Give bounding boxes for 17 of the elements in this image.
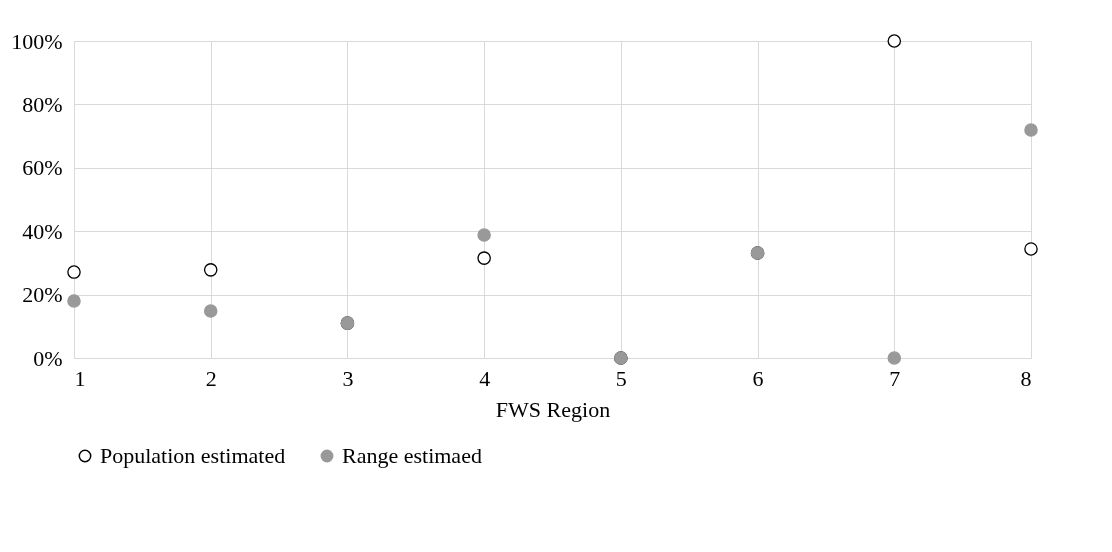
y-tick-label: 40% xyxy=(22,218,63,244)
legend-label: Range estimaed xyxy=(342,443,482,468)
y-tick-label: 100% xyxy=(11,28,63,54)
y-tick-label: 80% xyxy=(22,91,63,117)
x-tick-label: 3 xyxy=(342,365,354,391)
y-tick-label: 0% xyxy=(33,345,63,371)
x-tick-label: 8 xyxy=(1020,365,1032,391)
x-tick-label: 5 xyxy=(615,365,627,391)
y-tick-label: 20% xyxy=(22,282,63,308)
x-tick-label: 7 xyxy=(889,365,901,391)
x-tick-label: 6 xyxy=(752,365,764,391)
x-axis-title: FWS Region xyxy=(495,396,611,422)
x-tick-label: 1 xyxy=(74,365,86,391)
x-tick-label: 2 xyxy=(205,365,217,391)
legend-label: Population estimated xyxy=(100,443,286,468)
y-tick-label: 60% xyxy=(22,155,63,181)
x-tick-label: 4 xyxy=(479,365,491,391)
